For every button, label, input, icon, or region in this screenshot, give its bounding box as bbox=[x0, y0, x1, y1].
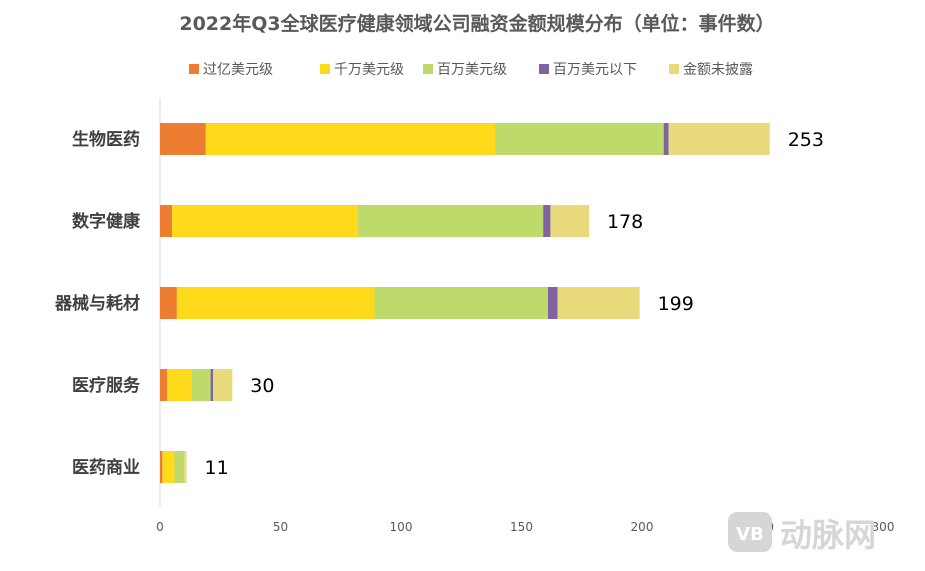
bar-segment bbox=[160, 287, 177, 319]
category-label: 器械与耗材 bbox=[54, 293, 140, 314]
bar-segment bbox=[184, 451, 187, 483]
bar-segment bbox=[374, 287, 549, 319]
plot-area: 生物医药 253 数字健康 178 器械与耗材 199 医疗服务 30 医药商业 11 bbox=[54, 123, 824, 483]
legend-label: 过亿美元级 bbox=[203, 62, 273, 78]
legend-swatch bbox=[423, 64, 433, 74]
legend-swatch bbox=[320, 64, 330, 74]
bar-segment bbox=[668, 123, 770, 155]
bar-segment bbox=[160, 123, 206, 155]
bar-segment bbox=[160, 205, 173, 237]
x-tick-label: 200 bbox=[631, 520, 654, 534]
bar-segment bbox=[543, 205, 551, 237]
category-label: 数字健康 bbox=[72, 211, 141, 232]
legend-label: 金额未披露 bbox=[683, 62, 753, 78]
bar-segment bbox=[550, 205, 589, 237]
category-label: 医疗服务 bbox=[72, 375, 141, 396]
legend-swatch bbox=[189, 64, 199, 74]
total-label: 199 bbox=[658, 293, 694, 315]
bar-segment bbox=[174, 451, 185, 483]
legend-label: 百万美元级 bbox=[437, 62, 507, 78]
category-label: 生物医药 bbox=[72, 129, 140, 150]
legend-swatch bbox=[539, 64, 549, 74]
watermark-logo-icon bbox=[728, 512, 772, 552]
total-label: 253 bbox=[788, 129, 824, 151]
total-label: 30 bbox=[250, 375, 274, 397]
watermark-text: 动脉网 bbox=[780, 516, 876, 554]
bar-segment bbox=[160, 369, 168, 401]
chart-title: 2022年Q3全球医疗健康领域公司融资金额规模分布（单位：事件数） bbox=[179, 12, 774, 35]
legend-label: 百万美元以下 bbox=[553, 62, 637, 78]
bar-segment bbox=[357, 205, 544, 237]
bar-segment bbox=[548, 287, 558, 319]
x-tick-label: 300 bbox=[872, 520, 895, 534]
bar-segment bbox=[213, 369, 233, 401]
bar-segment bbox=[191, 369, 211, 401]
legend-label: 千万美元级 bbox=[334, 62, 404, 78]
bar-segment bbox=[162, 451, 175, 483]
legend: 过亿美元级 千万美元级 百万美元级 百万美元以下 金额未披露 bbox=[189, 62, 753, 78]
legend-swatch bbox=[669, 64, 679, 74]
watermark: VB 动脉网 bbox=[728, 512, 876, 554]
bar-segment bbox=[176, 287, 375, 319]
bar-segment bbox=[557, 287, 640, 319]
bar-segment bbox=[167, 369, 192, 401]
bar-segment bbox=[663, 123, 669, 155]
x-tick-label: 100 bbox=[390, 520, 413, 534]
x-tick-label: 0 bbox=[156, 520, 164, 534]
bar-segment bbox=[160, 451, 163, 483]
bar-segment bbox=[172, 205, 358, 237]
bar-segment bbox=[205, 123, 495, 155]
total-label: 11 bbox=[205, 457, 229, 479]
x-tick-label: 50 bbox=[273, 520, 288, 534]
bar-segment bbox=[210, 369, 214, 401]
total-label: 178 bbox=[607, 211, 643, 233]
bar-segment bbox=[494, 123, 664, 155]
watermark-logo-text: VB bbox=[736, 524, 764, 545]
x-tick-label: 150 bbox=[510, 520, 533, 534]
category-label: 医药商业 bbox=[72, 457, 140, 478]
